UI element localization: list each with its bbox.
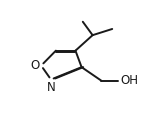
Text: O: O — [30, 59, 39, 72]
Text: N: N — [47, 81, 56, 94]
Text: OH: OH — [120, 74, 138, 87]
